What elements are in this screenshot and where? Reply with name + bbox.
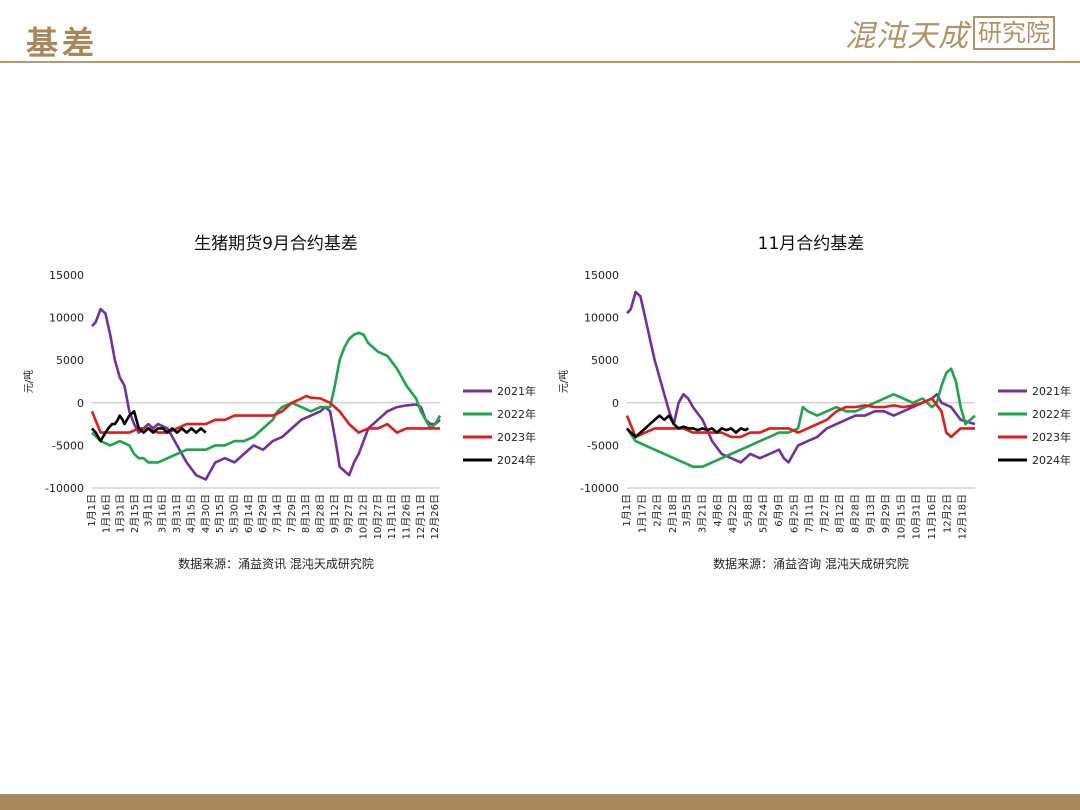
chart-sept-contract-basis: 生猪期货9月合约基差 -10000 -5000 0 5000 10000 15000 元/吨 1… (20, 225, 540, 585)
y-tick-label: 5000 (56, 354, 84, 367)
x-tick-label: 11月11日 (386, 494, 398, 539)
x-tick-label: 1月31日 (115, 494, 127, 533)
chart-nov-contract-basis: 11月合约基差 -10000 -5000 0 5000 10000 15000 元/吨 1月1日… (555, 225, 1075, 585)
legend-label: 2021年 (497, 384, 536, 398)
y-tick-label: 15000 (49, 269, 84, 282)
legend-label: 2022年 (1032, 407, 1071, 421)
x-tick-label: 3月1日 (142, 494, 154, 527)
x-tick-label: 11月16日 (926, 494, 938, 539)
legend-label: 2024年 (497, 453, 536, 467)
x-tick-label: 8月28日 (849, 494, 861, 533)
x-tick-label: 4月22日 (727, 494, 739, 533)
logo-box-text: 研究院 (973, 16, 1055, 50)
x-tick-label: 4月6日 (712, 494, 724, 527)
y-tick-label: 10000 (584, 312, 619, 325)
series-line (626, 414, 750, 439)
x-tick-label: 2月18日 (667, 494, 679, 533)
x-tick-label: 5月15日 (214, 494, 226, 533)
x-tick-label: 10月31日 (911, 494, 923, 539)
y-tick-label: 10000 (49, 312, 84, 325)
legend-label: 2023年 (497, 430, 536, 444)
chart-svg: 11月合约基差 -10000 -5000 0 5000 10000 15000 元/吨 1月1日… (557, 234, 1071, 571)
x-tick-label: 10月12日 (358, 494, 370, 539)
x-tick-label: 10月15日 (895, 494, 907, 539)
x-tick-label: 8月13日 (300, 494, 312, 533)
source-note: 数据来源：涌益资讯 混沌天成研究院 (178, 556, 374, 571)
x-tick-label: 12月11日 (415, 494, 427, 539)
x-tick-label: 9月27日 (343, 494, 355, 533)
y-tick-label: 5000 (591, 354, 619, 367)
y-tick-label: -10000 (45, 482, 84, 495)
series-line (626, 290, 976, 464)
page-title: 基差 (26, 24, 99, 62)
y-axis-label: 元/吨 (22, 370, 35, 393)
x-tick-label: 9月29日 (880, 494, 892, 533)
x-tick-label: 5月24日 (758, 494, 770, 533)
x-tick-label: 5月8日 (742, 494, 754, 527)
chart-title: 11月合约基差 (758, 234, 865, 254)
x-tick-label: 3月21日 (697, 494, 709, 533)
x-tick-label: 9月13日 (865, 494, 877, 533)
x-tick-label: 11月26日 (401, 494, 413, 539)
x-tick-label: 12月18日 (957, 494, 969, 539)
series-line (625, 397, 975, 439)
y-tick-label: -5000 (587, 439, 619, 452)
x-tick-label: 12月2日 (941, 494, 953, 533)
x-tick-label: 7月14日 (271, 494, 283, 533)
x-tick-label: 3月16日 (157, 494, 169, 533)
y-tick-label: 0 (77, 397, 84, 410)
x-tick-label: 1月1日 (621, 494, 633, 527)
legend-label: 2024年 (1032, 453, 1071, 467)
y-tick-label: -10000 (580, 482, 619, 495)
y-tick-label: 15000 (584, 269, 619, 282)
series-line (625, 367, 976, 468)
x-tick-label: 7月11日 (804, 494, 816, 533)
series-line (90, 394, 440, 434)
series-line (91, 307, 441, 481)
x-tick-label: 3月5日 (681, 494, 693, 527)
y-axis-label: 元/吨 (557, 370, 570, 393)
x-tick-label: 12月26日 (429, 494, 441, 539)
x-tick-label: 4月30日 (200, 494, 212, 533)
x-tick-label: 8月12日 (834, 494, 846, 533)
series-line (91, 410, 207, 443)
x-tick-label: 1月16日 (100, 494, 112, 533)
footer-bar (0, 794, 1080, 810)
y-tick-label: 0 (612, 397, 619, 410)
x-tick-label: 4月15日 (185, 494, 197, 533)
x-tick-label: 6月9日 (773, 494, 785, 527)
x-tick-label: 9月12日 (329, 494, 341, 533)
x-tick-label: 6月29日 (257, 494, 269, 533)
x-tick-label: 1月1日 (86, 494, 98, 527)
y-tick-label: -5000 (52, 439, 84, 452)
x-tick-label: 3月31日 (171, 494, 183, 533)
source-note: 数据来源：涌益咨询 混沌天成研究院 (713, 556, 909, 571)
legend-label: 2022年 (497, 407, 536, 421)
brand-logo: 混沌天成 研究院 (845, 14, 1055, 54)
logo-main-text: 混沌天成 (845, 19, 969, 54)
x-tick-label: 6月14日 (243, 494, 255, 533)
legend-label: 2023年 (1032, 430, 1071, 444)
legend-label: 2021年 (1032, 384, 1071, 398)
x-tick-label: 10月27日 (372, 494, 384, 539)
x-tick-label: 7月27日 (819, 494, 831, 533)
x-tick-label: 2月15日 (129, 494, 141, 533)
chart-svg: 生猪期货9月合约基差 -10000 -5000 0 5000 10000 15000 元/吨 1… (22, 234, 536, 571)
x-tick-label: 1月17日 (636, 494, 648, 533)
header-divider (0, 61, 1080, 63)
x-tick-label: 7月29日 (286, 494, 298, 533)
chart-title: 生猪期货9月合约基差 (194, 234, 358, 254)
x-tick-label: 8月28日 (314, 494, 326, 533)
x-tick-label: 5月30日 (228, 494, 240, 533)
series-line (91, 331, 442, 464)
x-tick-label: 6月25日 (788, 494, 800, 533)
x-tick-label: 2月2日 (652, 494, 664, 527)
